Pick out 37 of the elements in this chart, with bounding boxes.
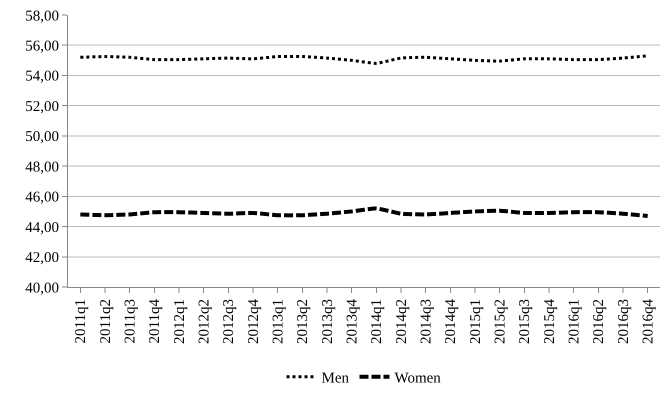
y-tick-label: 42,00: [25, 250, 59, 266]
x-tick-label: 2011q3: [122, 299, 139, 344]
x-tick-label: 2015q2: [492, 299, 509, 344]
y-tick-label: 58,00: [25, 8, 59, 24]
y-tick-label: 50,00: [25, 129, 59, 146]
line-series: [78, 206, 650, 218]
x-tick-label: 2012q1: [172, 299, 188, 344]
x-tick-label: 2014q3: [418, 299, 435, 344]
y-tick-label: 56,00: [25, 38, 59, 54]
x-tick-label: 2011q2: [98, 299, 114, 344]
legend-label: Women: [394, 370, 442, 387]
x-tick-label: 2016q2: [591, 299, 608, 344]
x-tick-label: 2015q1: [468, 299, 484, 344]
x-tick-label: 2014q4: [443, 298, 460, 344]
y-tick-label: 48,00: [25, 159, 59, 176]
y-tick-label: 40,00: [25, 280, 59, 296]
x-tick-label: 2016q4: [640, 298, 657, 344]
x-tick-label: 2012q3: [221, 299, 238, 344]
legend-label: Men: [322, 370, 350, 387]
x-tick-label: 2011q4: [147, 298, 164, 344]
x-tick-label: 2016q3: [616, 299, 632, 344]
x-tick-label: 2014q2: [394, 299, 410, 344]
x-tick-label: 2013q3: [320, 299, 336, 344]
y-tick-label: 52,00: [25, 98, 59, 115]
x-tick-label: 2012q4: [246, 298, 262, 344]
y-tick-label: 46,00: [25, 190, 59, 206]
x-tick-label: 2013q4: [344, 298, 361, 344]
y-tick-label: 54,00: [25, 68, 59, 85]
y-tick-label: 44,00: [25, 220, 59, 236]
x-tick-label: 2014q1: [369, 299, 386, 344]
x-tick-label: 2013q1: [270, 299, 287, 344]
x-tick-label: 2016q1: [566, 299, 583, 344]
x-tick-label: 2012q2: [196, 299, 213, 344]
x-tick-label: 2015q3: [517, 299, 534, 344]
x-tick-label: 2015q4: [542, 298, 558, 344]
x-tick-label: 2011q1: [73, 299, 90, 344]
x-tick-label: 2013q2: [295, 299, 312, 344]
